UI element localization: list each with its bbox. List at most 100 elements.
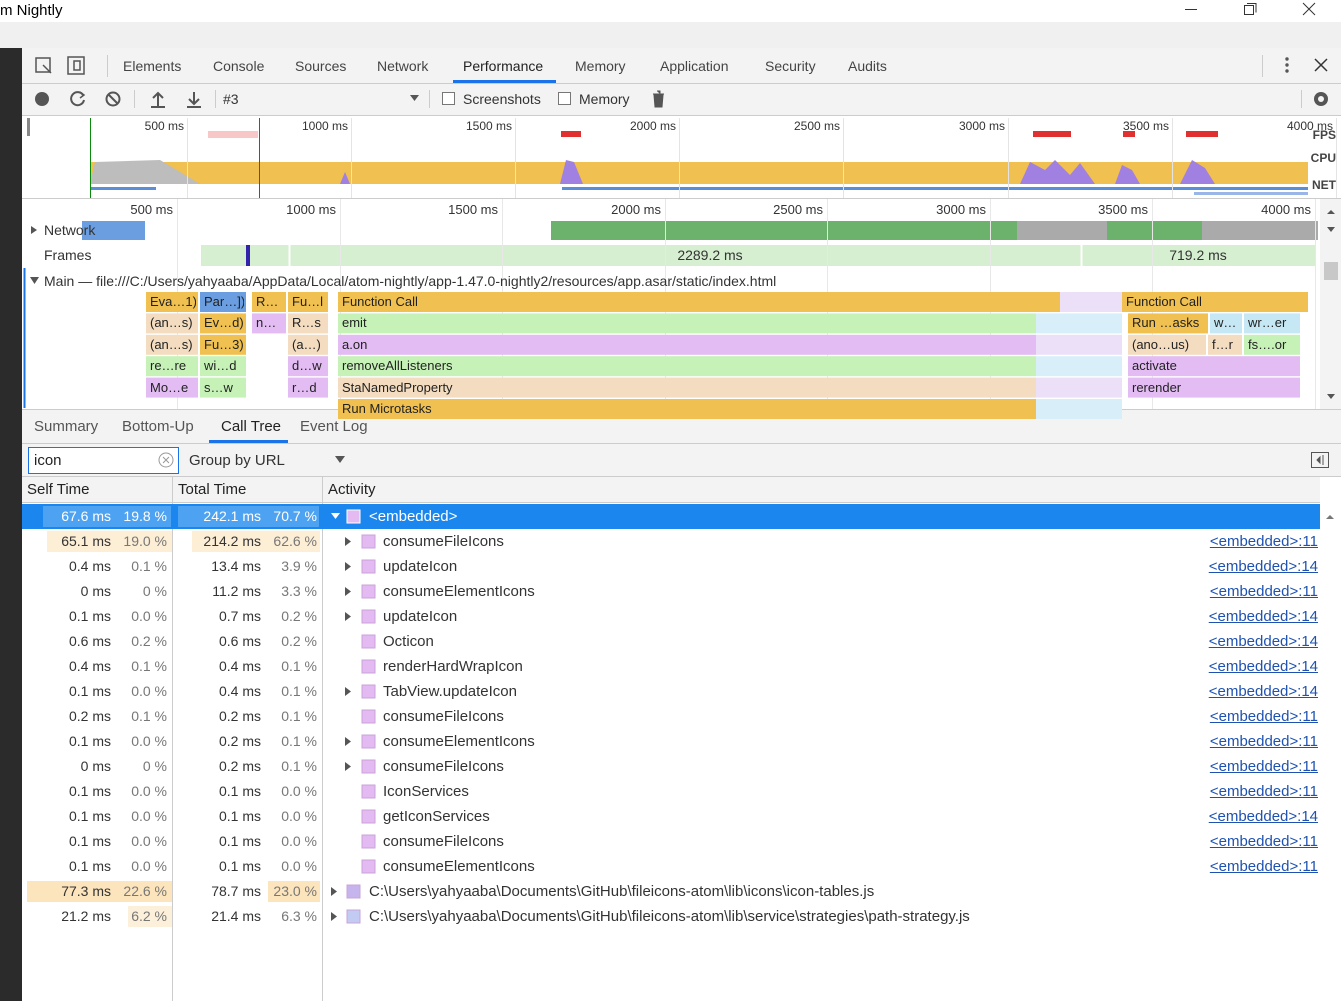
flame-label[interactable]: w…: [1214, 315, 1237, 331]
flame-label[interactable]: Ev…d): [204, 315, 244, 331]
expand-arrow[interactable]: [345, 687, 351, 696]
activity-name[interactable]: consumeElementIcons: [383, 858, 535, 875]
group-select[interactable]: Group by URL: [189, 452, 285, 469]
collapse-arrow[interactable]: [331, 513, 340, 519]
source-link[interactable]: <embedded>:11: [1209, 533, 1318, 550]
self-time: 0.1 ms: [68, 783, 111, 799]
flame-label[interactable]: f…r: [1212, 336, 1233, 352]
source-link[interactable]: <embedded>:14: [1208, 658, 1318, 675]
column-header[interactable]: Total Time: [178, 481, 247, 498]
flame-block: [338, 292, 1060, 312]
expand-arrow[interactable]: [345, 587, 351, 596]
activity-name[interactable]: C:\Users\yahyaaba\Documents\GitHub\filei…: [369, 908, 970, 925]
flame-label[interactable]: re…re: [150, 358, 187, 374]
source-link[interactable]: <embedded>:11: [1209, 583, 1318, 600]
activity-name[interactable]: consumeElementIcons: [383, 733, 535, 750]
flame-label[interactable]: activate: [1132, 358, 1177, 374]
expand-arrow[interactable]: [331, 887, 337, 896]
source-link[interactable]: <embedded>:11: [1209, 858, 1318, 875]
flame-label[interactable]: R…s: [292, 315, 321, 331]
flame-label[interactable]: emit: [342, 315, 367, 331]
checkbox-label[interactable]: Screenshots: [463, 91, 541, 107]
flame-label[interactable]: wi…d: [204, 358, 237, 374]
panel-tab[interactable]: Elements: [123, 58, 182, 74]
timeline-tick-label: 3500 ms: [1098, 202, 1148, 217]
flame-label[interactable]: StaNamedProperty: [342, 379, 453, 395]
flame-label[interactable]: s…w: [204, 379, 233, 395]
activity-name[interactable]: consumeFileIcons: [383, 758, 504, 775]
flame-label[interactable]: fs….or: [1248, 336, 1287, 352]
activity-name[interactable]: <embedded>: [369, 508, 458, 525]
recording-select[interactable]: #3: [223, 91, 239, 107]
details-tab[interactable]: Call Tree: [221, 418, 282, 435]
activity-name[interactable]: consumeFileIcons: [383, 833, 504, 850]
activity-name[interactable]: Octicon: [383, 633, 434, 650]
flame-label[interactable]: rerender: [1132, 379, 1182, 395]
activity-name[interactable]: consumeFileIcons: [383, 533, 504, 550]
activity-name[interactable]: renderHardWrapIcon: [383, 658, 523, 675]
source-link[interactable]: <embedded>:14: [1208, 558, 1318, 575]
details-tab[interactable]: Bottom-Up: [122, 418, 194, 435]
expand-arrow[interactable]: [345, 762, 351, 771]
expand-arrow[interactable]: [345, 537, 351, 546]
column-header[interactable]: Activity: [328, 481, 376, 498]
source-link[interactable]: <embedded>:11: [1209, 783, 1318, 800]
flame-label[interactable]: (an…s): [150, 315, 193, 331]
source-link[interactable]: <embedded>:11: [1209, 833, 1318, 850]
expand-arrow[interactable]: [345, 737, 351, 746]
flame-label[interactable]: removeAllListeners: [342, 358, 453, 374]
activity-name[interactable]: TabView.updateIcon: [383, 683, 517, 700]
source-link[interactable]: <embedded>:11: [1209, 733, 1318, 750]
panel-tab[interactable]: Network: [377, 58, 429, 74]
activity-name[interactable]: getIconServices: [383, 808, 490, 825]
activity-name[interactable]: IconServices: [383, 783, 469, 800]
source-link[interactable]: <embedded>:14: [1208, 608, 1318, 625]
window-title: m Nightly: [0, 2, 63, 19]
expand-arrow[interactable]: [345, 612, 351, 621]
details-tab[interactable]: Event Log: [300, 418, 368, 435]
panel-tab[interactable]: Sources: [295, 58, 347, 74]
flame-label[interactable]: d…w: [292, 358, 322, 374]
flame-label[interactable]: (an…s): [150, 336, 193, 352]
flame-label[interactable]: r…d: [292, 379, 317, 395]
source-link[interactable]: <embedded>:14: [1208, 808, 1318, 825]
details-tab[interactable]: Summary: [34, 418, 99, 435]
flame-label[interactable]: (ano…us): [1132, 336, 1190, 352]
panel-tab[interactable]: Security: [765, 58, 816, 74]
activity-name[interactable]: consumeFileIcons: [383, 708, 504, 725]
activity-name[interactable]: updateIcon: [383, 558, 458, 575]
expand-arrow[interactable]: [345, 562, 351, 571]
activity-name[interactable]: C:\Users\yahyaaba\Documents\GitHub\filei…: [369, 883, 875, 900]
flame-label[interactable]: Function Call: [342, 294, 418, 309]
overview-grid-line: [1172, 118, 1173, 198]
checkbox-label[interactable]: Memory: [579, 91, 630, 107]
flame-label[interactable]: (a…): [292, 336, 321, 352]
source-link[interactable]: <embedded>:14: [1208, 683, 1318, 700]
flame-label[interactable]: n…: [256, 315, 277, 331]
panel-tab[interactable]: Performance: [463, 58, 544, 74]
panel-tab[interactable]: Console: [213, 58, 265, 74]
flame-label[interactable]: Run …asks: [1132, 315, 1200, 331]
flame-label[interactable]: Fu…l: [292, 294, 324, 309]
flame-label[interactable]: Fu…3): [204, 336, 244, 352]
column-header[interactable]: Self Time: [27, 481, 90, 498]
flame-label[interactable]: Mo…e: [150, 379, 189, 395]
panel-tab[interactable]: Memory: [575, 58, 626, 74]
window-controls[interactable]: [1185, 2, 1316, 16]
filter-input[interactable]: icon: [34, 452, 62, 469]
flame-label[interactable]: R…: [256, 294, 279, 309]
activity-name[interactable]: consumeElementIcons: [383, 583, 535, 600]
source-link[interactable]: <embedded>:11: [1209, 758, 1318, 775]
flame-label[interactable]: wr…er: [1248, 315, 1287, 331]
expand-arrow[interactable]: [331, 912, 337, 921]
flame-label[interactable]: a.on: [342, 336, 368, 352]
activity-name[interactable]: updateIcon: [383, 608, 458, 625]
flame-label[interactable]: Eva…1): [150, 294, 196, 309]
flame-label[interactable]: Run Microtasks: [342, 401, 432, 416]
flame-label[interactable]: Function Call: [1126, 294, 1202, 309]
panel-tab[interactable]: Application: [660, 58, 729, 74]
source-link[interactable]: <embedded>:14: [1208, 633, 1318, 650]
flame-label[interactable]: Par…]): [204, 294, 244, 309]
source-link[interactable]: <embedded>:11: [1209, 708, 1318, 725]
panel-tab[interactable]: Audits: [848, 58, 887, 74]
